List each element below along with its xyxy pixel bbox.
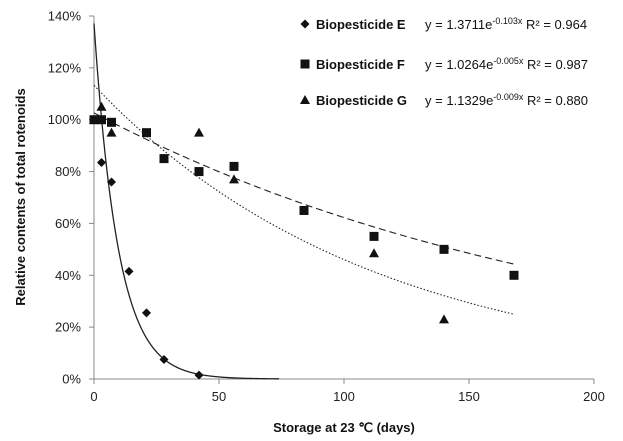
data-point-diamond [194, 370, 204, 380]
trendline-triangle [93, 84, 515, 315]
legend-series-name: Biopesticide E [316, 17, 406, 32]
legend-marker-diamond [300, 19, 310, 29]
data-point-triangle [194, 127, 204, 137]
legend-marker-square [300, 59, 310, 69]
data-markers [89, 101, 519, 380]
data-point-diamond [97, 157, 106, 167]
legend: Biopesticide E y = 1.3711e-0.103x R² = 0.… [300, 16, 588, 108]
data-point-square [369, 231, 379, 241]
x-tick-label: 150 [458, 389, 480, 404]
legend-equation: y = 1.0264e-0.005x R² = 0.987 [425, 56, 588, 72]
data-point-square [107, 117, 116, 127]
data-point-square [142, 128, 151, 138]
data-point-square [97, 115, 106, 125]
data-point-triangle [106, 127, 117, 137]
data-point-diamond [124, 266, 134, 276]
data-point-diamond [159, 355, 169, 365]
data-point-triangle [229, 174, 239, 184]
data-point-square [194, 167, 204, 177]
y-tick-label: 140% [48, 9, 82, 24]
y-tick-label: 60% [55, 216, 81, 231]
y-tick-label: 0% [62, 372, 81, 387]
y-tick-label: 80% [55, 164, 81, 179]
data-point-triangle [96, 101, 107, 111]
x-tick-label: 50 [212, 389, 226, 404]
data-point-square [229, 161, 239, 171]
y-tick-label: 40% [55, 268, 81, 283]
legend-series-name: Biopesticide F [316, 57, 405, 72]
y-axis-title: Relative contents of total rotenoids [13, 88, 28, 305]
data-point-triangle [89, 114, 99, 124]
x-tick-label: 100 [333, 389, 355, 404]
y-tick-label: 100% [48, 112, 82, 127]
data-point-triangle [439, 314, 449, 324]
axes: 0% 20% 40% 60% 80% 100% 120% 140% 0 50 100 150 200 [48, 9, 605, 405]
legend-equation: y = 1.1329e-0.009x R² = 0.880 [425, 92, 588, 108]
trendline-diamond [93, 23, 280, 380]
data-point-diamond [142, 308, 151, 318]
trendlines [93, 23, 515, 380]
data-point-square [509, 270, 519, 280]
legend-series-name: Biopesticide G [316, 93, 407, 108]
data-point-diamond [107, 177, 116, 187]
x-tick-label: 200 [583, 389, 605, 404]
data-point-square [439, 244, 449, 254]
y-tick-label: 120% [48, 60, 82, 75]
x-axis-title: Storage at 23 ℃ (days) [273, 420, 415, 435]
legend-equation: y = 1.3711e-0.103x R² = 0.964 [425, 16, 587, 32]
data-point-square [159, 154, 169, 164]
data-point-square [299, 205, 309, 215]
data-point-triangle [369, 248, 379, 258]
x-tick-label: 0 [90, 389, 97, 404]
y-tick-label: 20% [55, 320, 81, 335]
legend-marker-triangle [300, 95, 310, 104]
